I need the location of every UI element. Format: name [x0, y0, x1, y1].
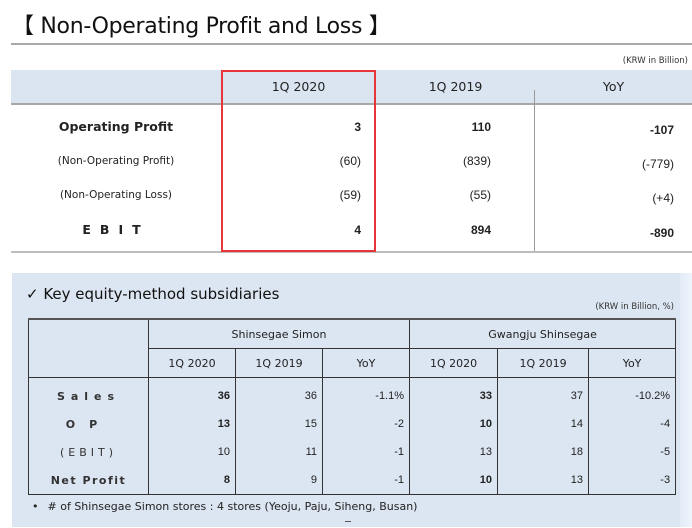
table-row-net-profit: Net Profit 8 9 -1 10 13 -3 — [28, 466, 677, 495]
table-bottom-rule — [11, 251, 692, 253]
cell-1q2020: (60) — [339, 154, 361, 168]
cell-1q2020: 4 — [354, 223, 361, 237]
table-row-operating-profit: Operating Profit 3 110 -107 — [11, 110, 692, 144]
cell-1q2019: 894 — [470, 223, 491, 237]
cell-gwangju-1q2020: 10 — [409, 410, 499, 438]
table-row-non-operating-loss: (Non-Operating Loss) (59) (55) (+4) — [11, 178, 692, 212]
sub-header-1q2020: 1Q 2020 — [148, 348, 236, 378]
header-cell-yoy: YoY — [602, 79, 625, 94]
header-cell-1q2020: 1Q 2020 — [271, 79, 326, 94]
group-header-gwangju-shinsegae: Gwangju Shinsegae — [409, 318, 677, 349]
sub-header-1q2019: 1Q 2019 — [235, 348, 323, 378]
cell-simon-yoy: -1 — [321, 438, 411, 466]
cell-yoy: -107 — [649, 123, 674, 137]
cell-simon-yoy: -1 — [321, 466, 411, 495]
cell-simon-yoy: -1.1% — [321, 377, 411, 410]
cell-1q2020: 3 — [354, 120, 361, 134]
table-row-ebit: EBIT 4 894 -890 — [11, 213, 692, 247]
row-label: EBIT — [82, 222, 150, 237]
header-cell-label — [11, 70, 221, 103]
footnote-text: # of Shinsegae Simon stores : 4 stores (… — [47, 500, 418, 513]
footnote: • # of Shinsegae Simon stores : 4 stores … — [32, 500, 417, 513]
cell-gwangju-1q2020: 10 — [409, 466, 499, 495]
table-row-ebit: (EBIT) 10 11 -1 13 18 -5 — [28, 438, 677, 466]
subsidiaries-unit-note: (KRW in Billion, %) — [595, 302, 674, 312]
sub-header-yoy: YoY — [588, 348, 677, 378]
cell-simon-1q2019: 15 — [235, 410, 323, 438]
cell-simon-1q2019: 36 — [235, 377, 323, 410]
row-label: Operating Profit — [58, 119, 174, 134]
group-header-row: Shinsegae Simon Gwangju Shinsegae — [28, 318, 677, 378]
sub-header-yoy: YoY — [321, 348, 411, 378]
cell-simon-1q2020: 13 — [148, 410, 236, 438]
cell-gwangju-yoy: -5 — [588, 438, 677, 466]
cell-gwangju-1q2019: 13 — [497, 466, 590, 495]
page-title: 【 Non-Operating Profit and Loss 】 — [12, 14, 391, 39]
cell-simon-yoy: -2 — [321, 410, 411, 438]
table-row-non-operating-profit: (Non-Operating Profit) (60) (839) (-779) — [11, 144, 692, 178]
cell-simon-1q2019: 11 — [235, 438, 323, 466]
bullet-icon: • — [32, 500, 39, 513]
row-label: Sales — [28, 377, 149, 410]
table-row-op: OP 13 15 -2 10 14 -4 — [28, 410, 677, 438]
group-header-shinsegae-simon: Shinsegae Simon — [147, 318, 411, 349]
cell-simon-1q2020: 10 — [148, 438, 236, 466]
top-table-unit-note: (KRW in Billion) — [622, 56, 688, 66]
cell-yoy: -890 — [649, 226, 674, 240]
cell-gwangju-1q2019: 18 — [497, 438, 590, 466]
cell-gwangju-1q2019: 14 — [497, 410, 590, 438]
row-label: (EBIT) — [28, 438, 149, 466]
cell-yoy: (+4) — [652, 191, 674, 205]
cell-gwangju-yoy: -4 — [588, 410, 677, 438]
cell-1q2019: (55) — [469, 188, 491, 202]
cell-1q2020: (59) — [339, 188, 361, 202]
sub-header-1q2020: 1Q 2020 — [409, 348, 499, 378]
cell-gwangju-1q2019: 37 — [497, 377, 590, 410]
sub-header-row: 1Q 2020 1Q 2019 YoY 1Q 2020 1Q 2019 YoY — [29, 348, 677, 378]
row-label: Net Profit — [28, 466, 149, 495]
cell-yoy: (-779) — [641, 157, 674, 171]
cell-gwangju-yoy: -3 — [588, 466, 677, 495]
sub-header-1q2019: 1Q 2019 — [497, 348, 590, 378]
header-cell-1q2019: 1Q 2019 — [428, 79, 483, 94]
cell-1q2019: 110 — [471, 120, 491, 134]
subsidiaries-table: Shinsegae Simon Gwangju Shinsegae 1Q 202… — [28, 318, 677, 495]
row-label: (Non-Operating Profit) — [57, 155, 175, 167]
table-row-sales: Sales 36 36 -1.1% 33 37 -10.2% — [28, 377, 677, 410]
section-title: ✓ Key equity-method subsidiaries — [26, 285, 280, 303]
cell-gwangju-1q2020: 33 — [409, 377, 499, 410]
page-mark — [345, 521, 351, 522]
cell-gwangju-yoy: -10.2% — [588, 377, 677, 410]
column-divider — [534, 90, 535, 252]
cell-simon-1q2019: 9 — [235, 466, 323, 495]
cell-simon-1q2020: 36 — [148, 377, 236, 410]
cell-1q2019: (839) — [462, 154, 491, 168]
table-header-row: 1Q 2020 1Q 2019 YoY — [11, 70, 692, 105]
row-label: OP — [28, 410, 149, 438]
row-label: (Non-Operating Loss) — [59, 189, 173, 201]
title-divider — [11, 43, 692, 45]
cell-gwangju-1q2020: 13 — [409, 438, 499, 466]
cell-simon-1q2020: 8 — [148, 466, 236, 495]
panel-edge — [680, 273, 692, 527]
corner-cell — [28, 318, 149, 378]
